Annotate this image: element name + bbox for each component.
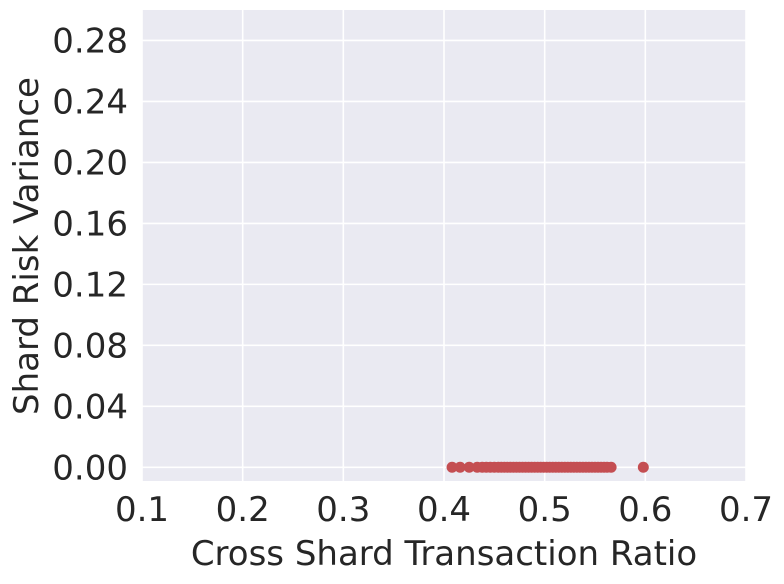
scatter-point (446, 461, 458, 473)
grid-lines (141, 10, 747, 481)
x-tick-label: 0.7 (719, 490, 773, 530)
y-tick-labels: 0.00 0.04 0.08 0.12 0.16 0.20 0.24 0.28 (52, 21, 128, 488)
y-tick-label: 0.00 (52, 448, 128, 488)
scatter-point (454, 461, 466, 473)
scatter-point (463, 461, 475, 473)
x-tick-label: 0.5 (518, 490, 572, 530)
scatter-point (605, 461, 617, 473)
scatter-point (637, 461, 649, 473)
y-tick-label: 0.04 (52, 387, 128, 427)
x-tick-label: 0.6 (618, 490, 672, 530)
x-tick-label: 0.2 (216, 490, 270, 530)
y-axis-label: Shard Risk Variance (7, 77, 47, 415)
x-tick-labels: 0.1 0.2 0.3 0.4 0.5 0.6 0.7 (115, 490, 773, 530)
y-tick-label: 0.12 (52, 265, 128, 305)
y-tick-label: 0.16 (52, 204, 128, 244)
x-tick-label: 0.1 (115, 490, 169, 530)
y-tick-label: 0.20 (52, 143, 128, 183)
data-points (446, 461, 649, 473)
y-tick-label: 0.28 (52, 21, 128, 61)
x-tick-label: 0.3 (316, 490, 370, 530)
x-axis-label: Cross Shard Transaction Ratio (191, 534, 697, 574)
x-tick-label: 0.4 (417, 490, 471, 530)
y-tick-label: 0.08 (52, 326, 128, 366)
y-tick-label: 0.24 (52, 82, 128, 122)
